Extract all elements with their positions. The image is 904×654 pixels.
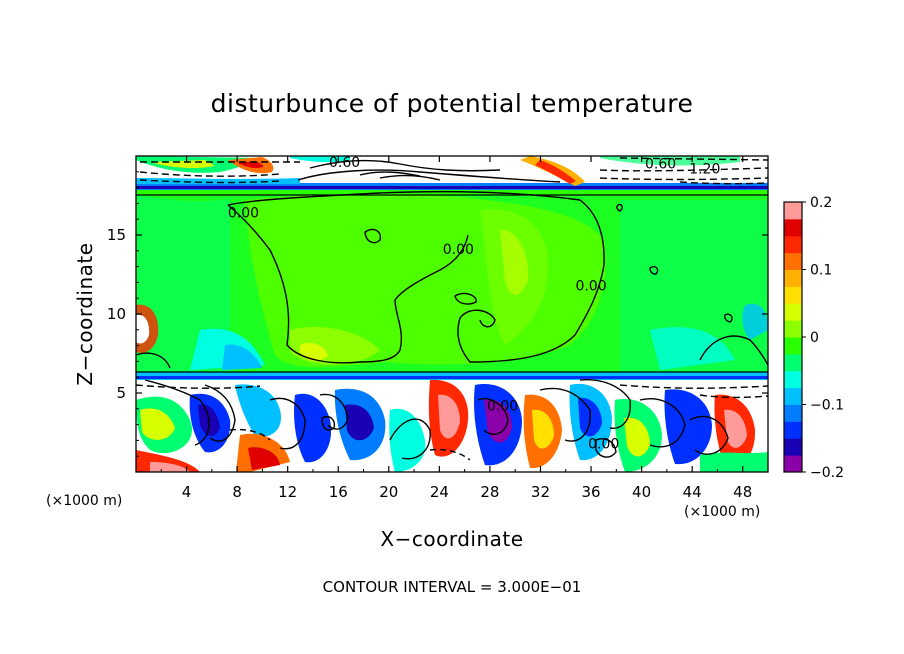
y-axis-ticks: 5 10 15 [107,171,768,457]
contour-labels: 0.00 0.00 0.00 0.00 0.00 0.60 0.60 1.20 [228,155,721,452]
colorbar-swatch [784,235,802,254]
colorbar-swatch [784,438,802,456]
x-unit-left: (×1000 m) [46,493,122,509]
x-tick-label: 36 [581,483,600,501]
contour-label: 1.20 [689,161,720,177]
x-tick-label: 20 [379,483,398,501]
upper-layer [136,156,768,190]
colorbar-swatch [784,455,802,473]
contour-label: 0.00 [228,206,259,222]
colorbar-swatch [784,269,802,287]
colorbar-swatch [784,337,802,355]
contour-label: 0.60 [329,155,360,171]
y-tick-label: 5 [116,384,126,402]
colorbar-tick-label: 0.2 [810,195,832,211]
contour-label: 0.60 [645,157,676,173]
colorbar-tick-label: 0.1 [810,263,832,279]
y-tick-label: 15 [107,226,126,244]
colorbar-swatch [784,202,802,220]
colorbar-swatch [784,320,802,338]
x-tick-label: 16 [329,483,348,501]
contour-label: 0.00 [588,436,619,452]
plot-area [136,156,768,472]
contour-lines [136,157,768,461]
x-unit-right: (×1000 m) [684,504,760,520]
contour-label: 0.00 [487,398,518,414]
x-tick-label: 12 [278,483,297,501]
x-tick-label: 24 [430,483,449,501]
colorbar-swatch [784,303,802,321]
x-tick-label: 8 [232,483,242,501]
x-tick-label: 28 [480,483,499,501]
colorbar-swatch [784,387,802,405]
chart-title: disturbunce of potential temperature [211,89,694,118]
y-axis-label: Z−coordinate [73,242,97,385]
colorbar: 0.2 0.1 0 −0.1 −0.2 [783,195,844,481]
x-tick-label: 44 [683,483,702,501]
contour-interval-note: CONTOUR INTERVAL = 3.000E−01 [323,578,582,596]
y-tick-label: 10 [107,305,126,323]
contour-label: 0.00 [575,278,606,294]
colorbar-tick-label: −0.2 [810,465,844,481]
colorbar-tick-label: −0.1 [810,398,844,414]
lower-layer [136,372,768,472]
colorbar-swatch [784,252,802,270]
zero-contour [227,190,605,363]
x-axis-ticks: 4 8 12 16 20 24 28 32 36 40 44 48 [160,156,752,501]
mid-field-layer [136,193,768,372]
colorbar-swatch [784,353,802,372]
contour-label: 0.00 [443,242,474,258]
colorbar-swatch [784,286,802,304]
x-axis-label: X−coordinate [380,527,523,551]
x-tick-label: 32 [531,483,550,501]
x-tick-label: 48 [733,483,752,501]
colorbar-swatch [784,404,802,422]
x-tick-label: 4 [182,483,192,501]
x-tick-label: 40 [632,483,651,501]
colorbar-swatch [784,370,802,389]
colorbar-tick-label: 0 [810,330,819,346]
colorbar-swatch [784,421,802,439]
colorbar-swatch [784,218,802,237]
